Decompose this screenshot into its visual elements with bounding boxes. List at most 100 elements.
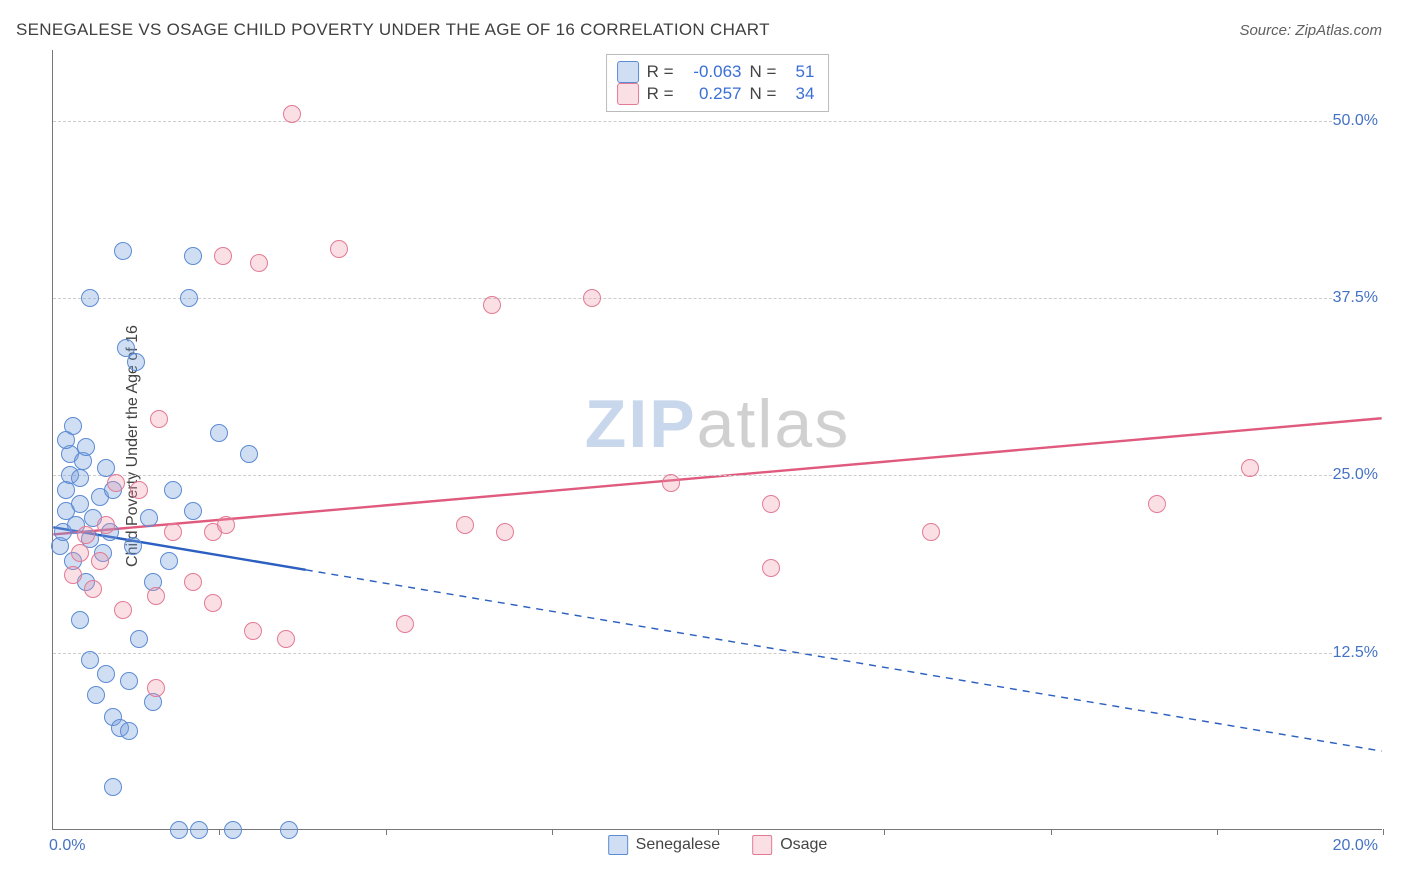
scatter-point-senegalese — [87, 686, 105, 704]
legend-item-senegalese: Senegalese — [608, 835, 721, 855]
x-tick-mark — [386, 829, 387, 835]
stats-legend: R = -0.063 N = 51 R = 0.257 N = 34 — [606, 54, 830, 112]
scatter-point-osage — [130, 481, 148, 499]
n-value-osage: 34 — [784, 84, 814, 104]
n-value-senegalese: 51 — [784, 62, 814, 82]
scatter-point-senegalese — [210, 424, 228, 442]
r-value-senegalese: -0.063 — [682, 62, 742, 82]
scatter-point-osage — [244, 622, 262, 640]
legend-label-osage: Osage — [780, 836, 827, 854]
scatter-point-osage — [184, 573, 202, 591]
y-tick-label: 37.5% — [1333, 289, 1386, 307]
watermark: ZIPatlas — [585, 385, 850, 463]
scatter-point-osage — [922, 523, 940, 541]
scatter-point-osage — [147, 587, 165, 605]
scatter-point-osage — [330, 240, 348, 258]
scatter-point-osage — [283, 105, 301, 123]
gridline — [53, 475, 1382, 476]
y-tick-label: 12.5% — [1333, 644, 1386, 662]
scatter-point-senegalese — [127, 353, 145, 371]
scatter-point-osage — [1241, 459, 1259, 477]
trend-line-dashed-senegalese — [306, 570, 1382, 751]
scatter-point-osage — [583, 289, 601, 307]
gridline — [53, 298, 1382, 299]
scatter-point-senegalese — [64, 417, 82, 435]
r-label: R = — [647, 62, 674, 82]
scatter-point-senegalese — [120, 722, 138, 740]
chart-container: SENEGALESE VS OSAGE CHILD POVERTY UNDER … — [0, 0, 1406, 892]
scatter-point-senegalese — [180, 289, 198, 307]
scatter-point-osage — [97, 516, 115, 534]
gridline — [53, 121, 1382, 122]
scatter-point-osage — [250, 254, 268, 272]
stats-row-osage: R = 0.257 N = 34 — [617, 83, 815, 105]
y-tick-label: 25.0% — [1333, 466, 1386, 484]
gridline — [53, 653, 1382, 654]
stats-row-senegalese: R = -0.063 N = 51 — [617, 61, 815, 83]
scatter-point-senegalese — [120, 672, 138, 690]
scatter-point-osage — [91, 552, 109, 570]
scatter-point-senegalese — [184, 502, 202, 520]
scatter-point-osage — [396, 615, 414, 633]
scatter-point-osage — [483, 296, 501, 314]
scatter-point-senegalese — [184, 247, 202, 265]
scatter-point-senegalese — [81, 289, 99, 307]
x-axis-min-label: 0.0% — [49, 837, 85, 855]
scatter-point-osage — [107, 474, 125, 492]
plot-area: ZIPatlas R = -0.063 N = 51 R = 0.257 N =… — [52, 50, 1382, 830]
watermark-part1: ZIP — [585, 386, 697, 462]
scatter-point-senegalese — [114, 242, 132, 260]
scatter-point-osage — [277, 630, 295, 648]
scatter-point-osage — [217, 516, 235, 534]
x-tick-mark — [1051, 829, 1052, 835]
stats-swatch-senegalese — [617, 61, 639, 83]
x-tick-mark — [884, 829, 885, 835]
scatter-point-osage — [64, 566, 82, 584]
scatter-point-senegalese — [160, 552, 178, 570]
scatter-point-senegalese — [77, 438, 95, 456]
scatter-point-osage — [147, 679, 165, 697]
x-axis-max-label: 20.0% — [1333, 837, 1378, 855]
n-label: N = — [750, 62, 777, 82]
legend-label-senegalese: Senegalese — [636, 836, 721, 854]
x-tick-mark — [219, 829, 220, 835]
legend-item-osage: Osage — [752, 835, 827, 855]
scatter-point-osage — [1148, 495, 1166, 513]
scatter-point-senegalese — [224, 821, 242, 839]
r-label: R = — [647, 84, 674, 104]
x-tick-mark — [552, 829, 553, 835]
x-tick-mark — [1383, 829, 1384, 835]
scatter-point-senegalese — [97, 665, 115, 683]
scatter-point-osage — [164, 523, 182, 541]
scatter-point-senegalese — [240, 445, 258, 463]
scatter-point-senegalese — [124, 537, 142, 555]
scatter-point-osage — [77, 526, 95, 544]
scatter-point-osage — [71, 544, 89, 562]
scatter-point-osage — [456, 516, 474, 534]
scatter-point-senegalese — [170, 821, 188, 839]
x-tick-mark — [1217, 829, 1218, 835]
scatter-point-osage — [84, 580, 102, 598]
series-legend: Senegalese Osage — [608, 835, 828, 855]
scatter-point-osage — [214, 247, 232, 265]
source-text: Source: ZipAtlas.com — [1239, 22, 1382, 39]
scatter-point-senegalese — [71, 495, 89, 513]
scatter-point-osage — [114, 601, 132, 619]
n-label: N = — [750, 84, 777, 104]
chart-title: SENEGALESE VS OSAGE CHILD POVERTY UNDER … — [16, 20, 770, 40]
y-tick-label: 50.0% — [1333, 112, 1386, 130]
scatter-point-senegalese — [280, 821, 298, 839]
scatter-point-senegalese — [71, 611, 89, 629]
scatter-point-osage — [204, 594, 222, 612]
scatter-point-senegalese — [130, 630, 148, 648]
scatter-point-senegalese — [71, 469, 89, 487]
scatter-point-senegalese — [164, 481, 182, 499]
x-tick-mark — [718, 829, 719, 835]
legend-swatch-osage — [752, 835, 772, 855]
trend-lines-layer — [53, 50, 1382, 829]
scatter-point-osage — [496, 523, 514, 541]
watermark-part2: atlas — [697, 386, 851, 462]
legend-swatch-senegalese — [608, 835, 628, 855]
scatter-point-osage — [150, 410, 168, 428]
scatter-point-senegalese — [190, 821, 208, 839]
